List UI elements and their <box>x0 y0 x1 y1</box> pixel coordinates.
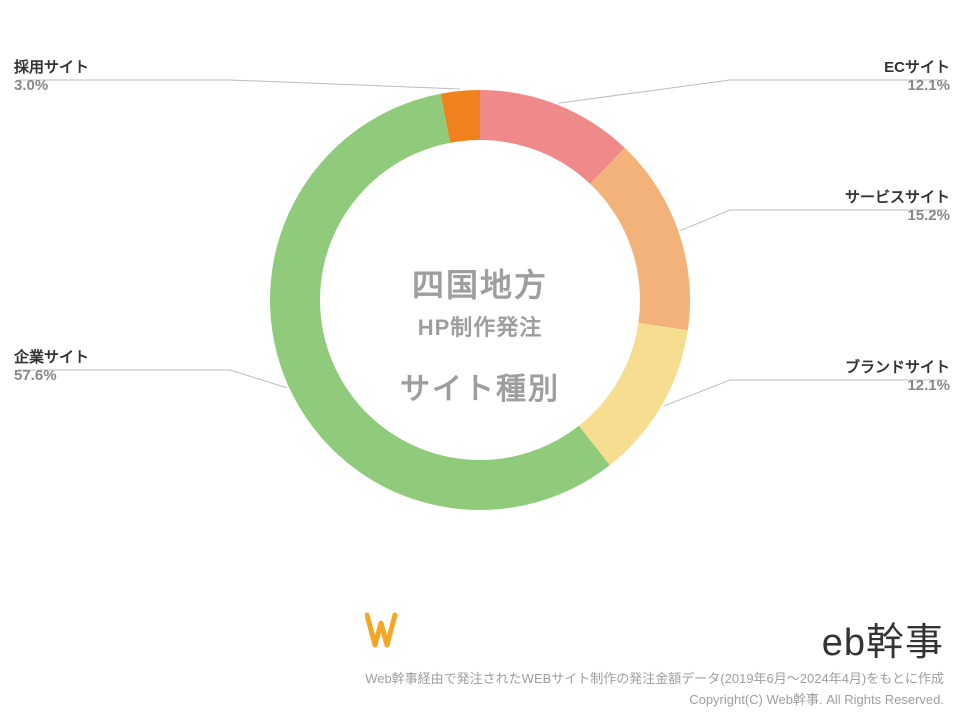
logo: eb幹事 <box>365 611 944 666</box>
label-name-service: サービスサイト <box>845 186 950 207</box>
label-service: サービスサイト15.2% <box>845 186 950 224</box>
label-name-corp: 企業サイト <box>14 346 89 367</box>
label-pct-brand: 12.1% <box>845 377 950 394</box>
footer-copyright: Copyright(C) Web幹事. All Rights Reserved. <box>365 689 944 708</box>
footer: eb幹事 Web幹事経由で発注されたWEBサイト制作の発注金額データ(2019年… <box>365 611 944 708</box>
center-line1: 四国地方 <box>400 260 560 306</box>
label-brand: ブランドサイト12.1% <box>845 356 950 394</box>
label-pct-ec: 12.1% <box>884 77 950 94</box>
footer-source: Web幹事経由で発注されたWEBサイト制作の発注金額データ(2019年6月～20… <box>365 668 944 687</box>
label-recruit: 採用サイト3.0% <box>14 56 89 94</box>
label-name-ec: ECサイト <box>884 56 950 77</box>
label-pct-corp: 57.6% <box>14 367 89 384</box>
label-name-brand: ブランドサイト <box>845 356 950 377</box>
chart-center-text: 四国地方 HP制作発注 サイト種別 <box>400 260 560 408</box>
slice-brand <box>579 323 688 465</box>
logo-w-icon <box>365 611 409 649</box>
label-name-recruit: 採用サイト <box>14 56 89 77</box>
logo-text: eb幹事 <box>822 622 944 664</box>
slice-service <box>590 148 690 330</box>
label-corp: 企業サイト57.6% <box>14 346 89 384</box>
slice-ec <box>480 90 625 184</box>
center-line2: HP制作発注 <box>400 310 560 342</box>
label-ec: ECサイト12.1% <box>884 56 950 94</box>
label-pct-recruit: 3.0% <box>14 77 89 94</box>
label-pct-service: 15.2% <box>845 207 950 224</box>
center-line3: サイト種別 <box>400 364 560 408</box>
